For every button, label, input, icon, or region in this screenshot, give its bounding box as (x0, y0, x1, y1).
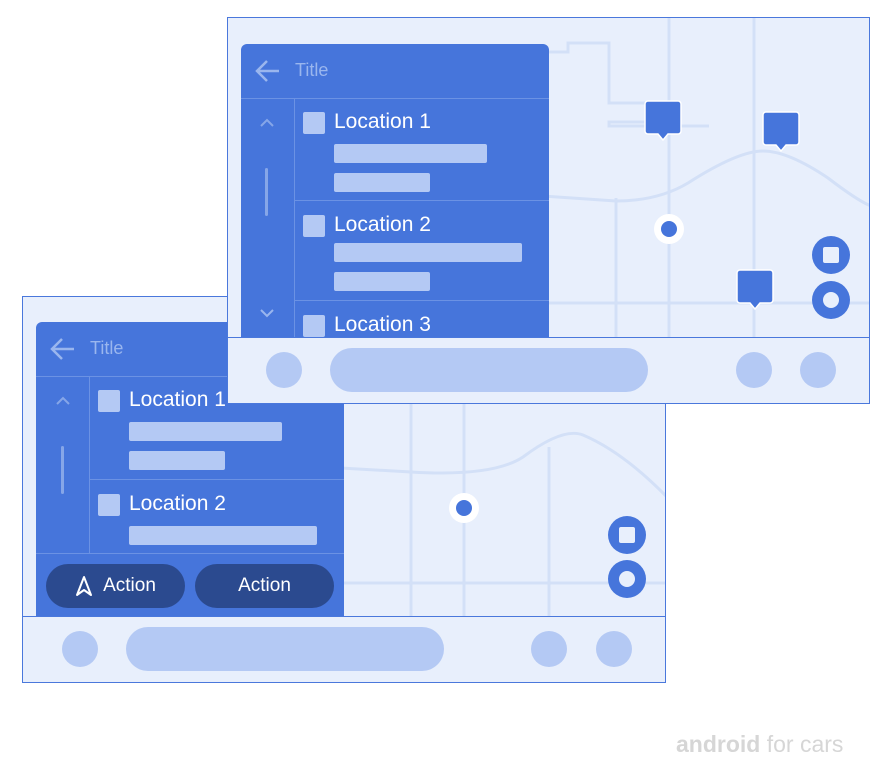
back-arrow-icon[interactable] (253, 58, 281, 84)
system-search-pill[interactable] (126, 627, 444, 671)
location-icon (98, 494, 120, 516)
system-button[interactable] (736, 352, 772, 388)
text-placeholder (334, 243, 522, 262)
text-placeholder (334, 173, 430, 192)
navigate-action-button[interactable]: Action (46, 564, 185, 608)
map-pin-icon (762, 111, 800, 153)
back-arrow-icon[interactable] (48, 336, 76, 362)
system-bar (228, 337, 869, 403)
text-placeholder (334, 272, 430, 291)
list-panel: Title Location 1 Location 2 Location 3 (241, 44, 549, 340)
text-placeholder (129, 526, 317, 545)
system-button[interactable] (62, 631, 98, 667)
location-label: Location 2 (334, 213, 431, 236)
road (322, 431, 665, 498)
scroll-column[interactable] (241, 98, 295, 340)
scrollbar[interactable] (265, 168, 268, 216)
list-item[interactable]: Location 1 (295, 98, 549, 201)
map[interactable] (228, 18, 870, 404)
system-bar (23, 616, 665, 682)
location-label: Location 3 (334, 313, 431, 336)
panel-title: Title (90, 338, 124, 358)
text-placeholder (334, 144, 487, 163)
system-button[interactable] (531, 631, 567, 667)
action-button[interactable]: Action (195, 564, 334, 608)
chevron-up-icon[interactable] (260, 118, 274, 128)
car-screen-with-pins: Title Location 1 Location 2 Location 3 (227, 17, 870, 404)
road (527, 149, 869, 207)
system-search-pill[interactable] (330, 348, 648, 392)
chevron-down-icon[interactable] (260, 308, 274, 318)
list-item[interactable]: Location 1 (90, 376, 344, 480)
location-label: Location 1 (129, 388, 226, 411)
text-placeholder (129, 451, 225, 470)
location-icon (303, 215, 325, 237)
system-button[interactable] (266, 352, 302, 388)
location-label: Location 1 (334, 110, 431, 133)
scroll-column[interactable] (36, 376, 90, 618)
action-strip: Action Action (36, 553, 344, 618)
list-item[interactable]: Location 2 (90, 480, 344, 574)
panel-header: Title (36, 322, 344, 377)
system-button[interactable] (596, 631, 632, 667)
brand-logo: android for cars (676, 731, 843, 758)
brand-bold: android (676, 731, 761, 757)
panel-header: Title (241, 44, 549, 99)
map-pin-icon (644, 100, 682, 142)
map-pin-icon (736, 269, 774, 311)
list-item[interactable]: Location 2 (295, 201, 549, 301)
text-placeholder (129, 422, 282, 441)
list-item[interactable]: Location 3 (295, 301, 549, 340)
location-icon (98, 390, 120, 412)
location-icon (303, 112, 325, 134)
action-label: Action (238, 575, 291, 596)
chevron-up-icon[interactable] (56, 396, 70, 406)
panel-title: Title (295, 60, 329, 80)
location-icon (303, 315, 325, 337)
location-label: Location 2 (129, 492, 226, 515)
system-button[interactable] (800, 352, 836, 388)
brand-rest: for cars (766, 731, 844, 757)
action-label: Action (103, 575, 156, 596)
navigation-icon (76, 576, 93, 596)
scrollbar[interactable] (61, 446, 64, 494)
road (549, 41, 709, 128)
